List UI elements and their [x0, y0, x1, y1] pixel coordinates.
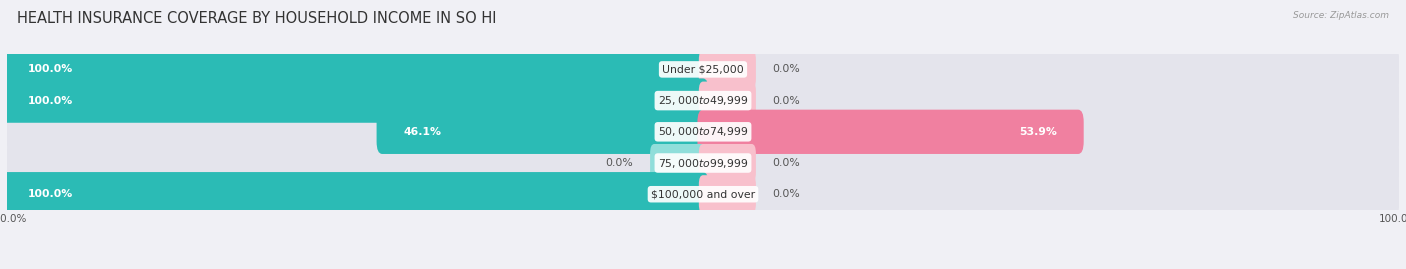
Legend: With Coverage, Without Coverage: With Coverage, Without Coverage — [585, 267, 821, 269]
Text: 100.0%: 100.0% — [28, 189, 73, 199]
FancyBboxPatch shape — [699, 175, 756, 213]
Text: $50,000 to $74,999: $50,000 to $74,999 — [658, 125, 748, 138]
Text: 0.0%: 0.0% — [773, 95, 800, 106]
FancyBboxPatch shape — [699, 82, 756, 120]
FancyBboxPatch shape — [697, 110, 1084, 154]
Text: 0.0%: 0.0% — [773, 64, 800, 75]
Text: 0.0%: 0.0% — [773, 158, 800, 168]
Text: $25,000 to $49,999: $25,000 to $49,999 — [658, 94, 748, 107]
FancyBboxPatch shape — [1, 47, 709, 91]
FancyBboxPatch shape — [650, 144, 707, 182]
Text: 100.0%: 100.0% — [28, 64, 73, 75]
FancyBboxPatch shape — [7, 173, 1399, 215]
Text: 0.0%: 0.0% — [606, 158, 633, 168]
FancyBboxPatch shape — [377, 110, 709, 154]
FancyBboxPatch shape — [7, 111, 1399, 153]
FancyBboxPatch shape — [7, 142, 1399, 184]
Text: 53.9%: 53.9% — [1019, 127, 1057, 137]
FancyBboxPatch shape — [1, 79, 709, 123]
FancyBboxPatch shape — [7, 48, 1399, 90]
Text: $75,000 to $99,999: $75,000 to $99,999 — [658, 157, 748, 169]
Text: Under $25,000: Under $25,000 — [662, 64, 744, 75]
Text: 46.1%: 46.1% — [404, 127, 441, 137]
Text: $100,000 and over: $100,000 and over — [651, 189, 755, 199]
FancyBboxPatch shape — [1, 172, 709, 216]
Text: 100.0%: 100.0% — [28, 95, 73, 106]
Text: Source: ZipAtlas.com: Source: ZipAtlas.com — [1294, 11, 1389, 20]
FancyBboxPatch shape — [699, 50, 756, 89]
FancyBboxPatch shape — [7, 80, 1399, 122]
Text: 0.0%: 0.0% — [773, 189, 800, 199]
Text: HEALTH INSURANCE COVERAGE BY HOUSEHOLD INCOME IN SO HI: HEALTH INSURANCE COVERAGE BY HOUSEHOLD I… — [17, 11, 496, 26]
FancyBboxPatch shape — [699, 144, 756, 182]
